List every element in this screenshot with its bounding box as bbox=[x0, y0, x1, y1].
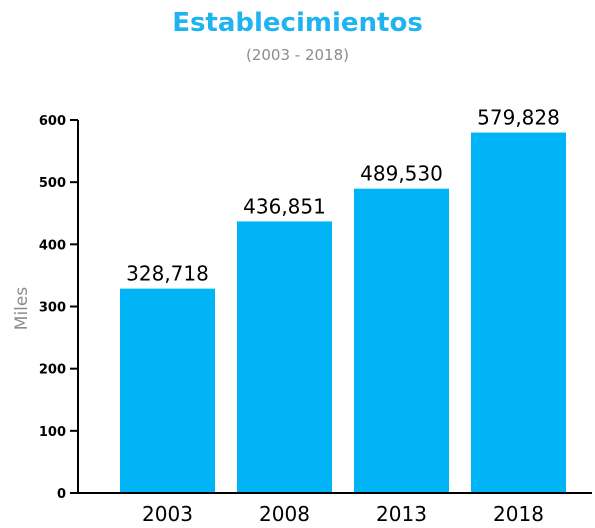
y-tick-label-300: 300 bbox=[39, 301, 66, 316]
bar-2003 bbox=[120, 288, 215, 493]
y-tick-label-400: 400 bbox=[39, 238, 66, 253]
value-labels-group: 328,718 436,851 489,530 579,828 bbox=[126, 106, 560, 286]
chart-subtitle: (2003 - 2018) bbox=[245, 46, 349, 64]
y-ticks-group: 0 100 200 300 400 500 600 bbox=[39, 114, 78, 502]
value-label-2013: 489,530 bbox=[360, 162, 443, 186]
value-label-2018: 579,828 bbox=[477, 106, 560, 130]
y-axis-title: Miles bbox=[12, 287, 32, 331]
bars-group bbox=[120, 132, 566, 493]
chart-title: Establecimientos bbox=[172, 8, 423, 38]
bar-2008 bbox=[237, 221, 332, 493]
value-label-2008: 436,851 bbox=[243, 194, 326, 218]
y-tick-label-100: 100 bbox=[39, 425, 66, 440]
y-tick-label-600: 600 bbox=[39, 114, 66, 129]
y-tick-label-200: 200 bbox=[39, 363, 66, 378]
bar-2018 bbox=[471, 132, 566, 493]
bar-2013 bbox=[354, 188, 449, 493]
x-labels-group: 2003 2008 2013 2018 bbox=[142, 502, 544, 526]
y-tick-label-0: 0 bbox=[57, 487, 66, 502]
value-label-2003: 328,718 bbox=[126, 262, 209, 286]
x-tick-label-2003: 2003 bbox=[142, 502, 193, 526]
y-tick-label-500: 500 bbox=[39, 176, 66, 191]
x-tick-label-2018: 2018 bbox=[493, 502, 544, 526]
x-tick-label-2008: 2008 bbox=[259, 502, 310, 526]
x-tick-label-2013: 2013 bbox=[376, 502, 427, 526]
